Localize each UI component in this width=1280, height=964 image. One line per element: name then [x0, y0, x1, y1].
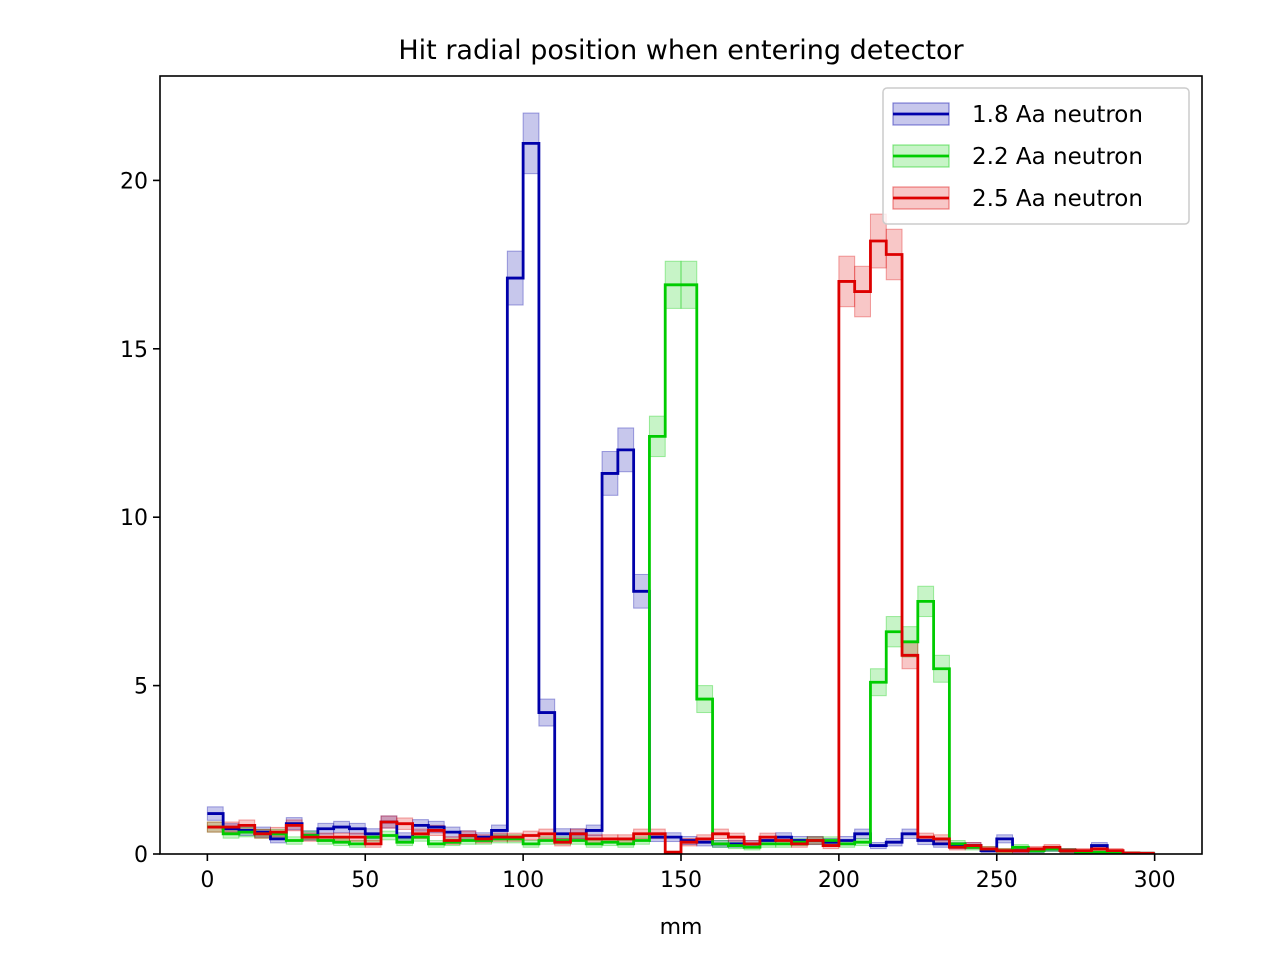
plot-frame [159, 75, 1203, 855]
x-tick-label: 50 [351, 868, 379, 893]
legend-label-2-5-aa-neutron: 2.5 Aa neutron [972, 186, 1143, 212]
legend-label-1-8-aa-neutron: 1.8 Aa neutron [972, 102, 1143, 128]
legend-box [882, 87, 1190, 225]
x-axis-label: mm [660, 915, 703, 940]
x-tick-label: 0 [200, 868, 214, 893]
x-tick-label: 250 [976, 868, 1018, 893]
x-tick-label: 150 [660, 868, 702, 893]
legend-entries: 1.8 Aa neutron 2.2 Aa neutron 2.5 Aa neutr… [892, 102, 1143, 212]
y-tick-label: 10 [120, 506, 148, 531]
legend-label-2-2-aa-neutron: 2.2 Aa neutron [972, 144, 1143, 170]
x-tick-label: 200 [818, 868, 860, 893]
y-tick-label: 15 [120, 338, 148, 363]
legend: 1.8 Aa neutron 2.2 Aa neutron 2.5 Aa neutr… [882, 87, 1190, 225]
x-tick-label: 100 [502, 868, 544, 893]
series-line-2-5-aa-neutron [207, 239, 1155, 854]
y-tick-label: 20 [120, 169, 148, 194]
y-tick-label: 5 [134, 675, 148, 700]
y-tick-label: 0 [134, 843, 148, 868]
x-tick-label: 300 [1134, 868, 1176, 893]
y-axis-ticks: 0 5 10 15 20 [120, 169, 160, 868]
chart-title: Hit radial position when entering detect… [398, 35, 964, 66]
x-axis-ticks: 0 50 100 150 200 250 300 [200, 854, 1176, 893]
series-lines [207, 141, 1155, 854]
